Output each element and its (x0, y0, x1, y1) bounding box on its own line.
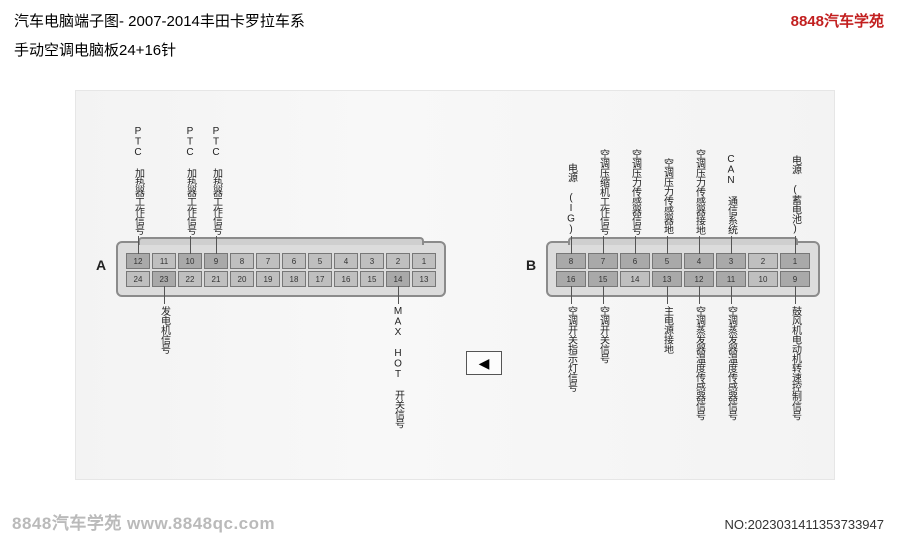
pin-label: 空调压力传感器接地 (692, 149, 707, 235)
connector-orientation-icon: ◀ (466, 351, 502, 375)
pin: 19 (256, 271, 280, 287)
pin: 6 (282, 253, 306, 269)
pin: 15 (360, 271, 384, 287)
pin: 3CAN 通信系统 (716, 253, 746, 269)
pin: 9PTC 加热器工作信号 (204, 253, 228, 269)
pin: 24 (126, 271, 150, 287)
connector-a: A12PTC 加热器工作信号1110PTC 加热器工作信号9PTC 加热器工作信… (116, 241, 446, 297)
pin: 11空调蒸发器温度传感器信号 (716, 271, 746, 287)
pin-label: MAX HOT 开关信号 (391, 306, 406, 428)
connector-letter: B (526, 257, 536, 273)
pin: 18 (282, 271, 306, 287)
pin: 5空调压力传感器地 (652, 253, 682, 269)
pin: 7 (256, 253, 280, 269)
pin: 3 (360, 253, 384, 269)
pinout-diagram: A12PTC 加热器工作信号1110PTC 加热器工作信号9PTC 加热器工作信… (75, 90, 835, 480)
brand-label: 8848汽车学苑 (791, 10, 884, 31)
pin: 10 (748, 271, 778, 287)
page-subtitle: 手动空调电脑板24+16针 (0, 35, 900, 70)
connector-b: B8电源 (IG)7空调压缩机工作信号6空调压力传感器信号5空调压力传感器地4空… (546, 241, 820, 297)
pin: 11 (152, 253, 176, 269)
pin-label: 空调蒸发器温度传感器信号 (724, 306, 739, 420)
pin: 13主电源接地 (652, 271, 682, 287)
pin: 1 (412, 253, 436, 269)
pin-label: 空调蒸发器温度传感器信号 (692, 306, 707, 420)
pin-label: 空调压力传感器信号 (628, 149, 643, 235)
document-id: NO:2023031411353733947 (724, 517, 884, 532)
pin-label: 电源 (IG) (564, 163, 579, 235)
watermark: 8848汽车学苑 www.8848qc.com (12, 509, 275, 534)
connector-body: 8电源 (IG)7空调压缩机工作信号6空调压力传感器信号5空调压力传感器地4空调… (546, 241, 820, 297)
pin: 14 (620, 271, 650, 287)
pin: 9鼓风机电动机转速控制信号 (780, 271, 810, 287)
pin: 8 (230, 253, 254, 269)
pin: 14MAX HOT 开关信号 (386, 271, 410, 287)
pin: 4 (334, 253, 358, 269)
pin-label: 空调开关信号 (596, 306, 611, 363)
pin-label: CAN 通信系统 (724, 154, 739, 234)
pin: 5 (308, 253, 332, 269)
pin-label: PTC 加热器工作信号 (131, 126, 146, 235)
pin: 13 (412, 271, 436, 287)
pin-label: 电源 (蓄电池) (788, 155, 803, 234)
pin: 21 (204, 271, 228, 287)
pin: 20 (230, 271, 254, 287)
pin: 6空调压力传感器信号 (620, 253, 650, 269)
pin: 15空调开关信号 (588, 271, 618, 287)
pin: 12PTC 加热器工作信号 (126, 253, 150, 269)
connector-letter: A (96, 257, 106, 273)
page-title: 汽车电脑端子图- 2007-2014丰田卡罗拉车系 (14, 10, 886, 31)
pin: 7空调压缩机工作信号 (588, 253, 618, 269)
pin: 22 (178, 271, 202, 287)
pin: 1电源 (蓄电池) (780, 253, 810, 269)
pin: 16 (334, 271, 358, 287)
pin: 23发电机信号 (152, 271, 176, 287)
pin-label: PTC 加热器工作信号 (183, 126, 198, 235)
connector-body: 12PTC 加热器工作信号1110PTC 加热器工作信号9PTC 加热器工作信号… (116, 241, 446, 297)
pin: 17 (308, 271, 332, 287)
page-header: 汽车电脑端子图- 2007-2014丰田卡罗拉车系 (0, 0, 900, 35)
pin-label: 主电源接地 (660, 306, 675, 354)
pin: 10PTC 加热器工作信号 (178, 253, 202, 269)
pin: 8电源 (IG) (556, 253, 586, 269)
arrow-left-icon: ◀ (479, 355, 490, 372)
pin: 4空调压力传感器接地 (684, 253, 714, 269)
pin-label: 发电机信号 (157, 306, 172, 354)
pin-label: 空调压力传感器地 (660, 158, 675, 234)
pin-label: PTC 加热器工作信号 (209, 126, 224, 235)
pin-label: 空调开关指示灯信号 (564, 306, 579, 392)
pin: 2 (386, 253, 410, 269)
pin: 2 (748, 253, 778, 269)
pin-label: 空调压缩机工作信号 (596, 149, 611, 235)
pin: 12空调蒸发器温度传感器信号 (684, 271, 714, 287)
pin-label: 鼓风机电动机转速控制信号 (788, 306, 803, 420)
pin: 16空调开关指示灯信号 (556, 271, 586, 287)
